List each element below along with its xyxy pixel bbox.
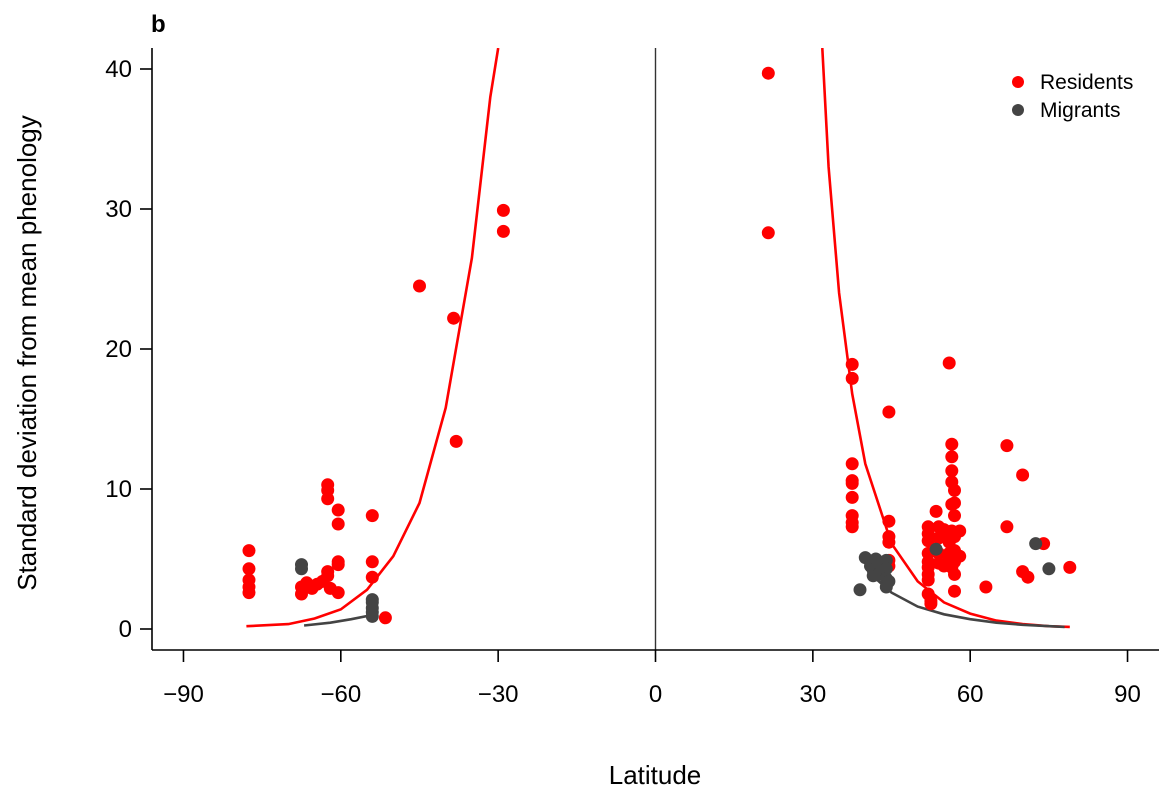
residents-point	[496, 224, 510, 238]
y-tick-label: 10	[105, 476, 132, 503]
residents-point	[295, 587, 308, 601]
residents-point	[948, 496, 961, 510]
legend-label-migrants: Migrants	[1040, 99, 1121, 122]
x-tick-label: 60	[957, 681, 984, 708]
residents-point	[331, 558, 345, 572]
residents-point	[321, 492, 335, 506]
residents-point	[948, 567, 961, 581]
residents-point	[1063, 560, 1077, 574]
residents-point	[242, 562, 256, 576]
residents-point	[331, 517, 345, 531]
x-tick-label: 90	[1114, 681, 1141, 708]
residents-point	[979, 580, 993, 594]
y-tick-label: 20	[105, 336, 132, 363]
residents-point	[845, 520, 859, 534]
migrants-point	[295, 562, 308, 576]
residents-point	[948, 483, 961, 497]
residents-point	[929, 504, 943, 518]
residents-point	[845, 476, 859, 490]
residents-point	[242, 586, 256, 600]
residents-point	[921, 573, 935, 587]
residents-point	[948, 584, 961, 598]
residents-point	[447, 311, 461, 325]
residents-point	[413, 279, 426, 293]
legend: Residents Migrants	[1012, 71, 1133, 122]
residents-point	[242, 544, 256, 558]
residents-point	[449, 434, 463, 448]
residents-point	[882, 514, 896, 528]
residents-point	[953, 524, 967, 538]
residents-point	[761, 66, 775, 80]
residents-point	[942, 356, 956, 370]
residents-fit-line-south	[246, 48, 500, 628]
x-axis-title: Latitude	[609, 760, 702, 790]
y-tick-label: 40	[105, 56, 132, 83]
residents-point	[953, 549, 967, 563]
migrants-fit-line-south	[303, 613, 373, 627]
x-tick-label: −90	[163, 681, 204, 708]
residents-point	[365, 509, 379, 523]
residents-point	[378, 611, 392, 625]
migrants-point	[1042, 562, 1056, 576]
x-tick-label: 30	[799, 681, 826, 708]
residents-point	[945, 437, 959, 451]
residents-point	[365, 570, 379, 584]
residents-point	[331, 586, 345, 600]
plot-area	[242, 48, 1077, 650]
y-tick-label: 0	[119, 616, 132, 643]
x-tick-label: −30	[478, 681, 519, 708]
residents-point	[948, 509, 961, 523]
residents-point	[1000, 439, 1014, 453]
residents-point	[1016, 468, 1030, 482]
residents-point	[921, 534, 935, 548]
migrants-point	[853, 583, 867, 597]
panel-label: b	[151, 11, 166, 38]
legend-label-residents: Residents	[1040, 71, 1133, 94]
x-tick-label: 0	[649, 681, 662, 708]
residents-point	[321, 569, 335, 583]
residents-point	[845, 357, 859, 371]
legend-marker-residents	[1012, 76, 1024, 88]
migrants-point	[879, 562, 893, 576]
residents-point	[845, 457, 859, 471]
residents-point	[365, 555, 379, 569]
residents-point	[331, 503, 345, 517]
migrants-point	[929, 542, 943, 556]
legend-marker-migrants	[1012, 104, 1024, 116]
axes: −90 −60 −30 0 30 60 90 0 10 20 30 40	[105, 48, 1159, 708]
migrants-point	[365, 609, 379, 623]
residents-point	[845, 490, 859, 504]
residents-point	[1021, 570, 1035, 584]
residents-point	[924, 597, 938, 611]
y-tick-label: 30	[105, 196, 132, 223]
residents-point	[845, 371, 859, 385]
residents-point	[945, 450, 959, 464]
residents-point	[945, 464, 959, 478]
residents-point	[1000, 520, 1014, 534]
migrants-point	[882, 574, 896, 588]
migrants-point	[1029, 537, 1043, 551]
x-tick-label: −60	[320, 681, 361, 708]
residents-point	[882, 535, 896, 549]
residents-point	[761, 226, 775, 240]
y-axis-title: Standard deviation from mean phenology	[12, 115, 42, 591]
residents-point	[882, 405, 896, 419]
residents-point	[496, 203, 510, 217]
